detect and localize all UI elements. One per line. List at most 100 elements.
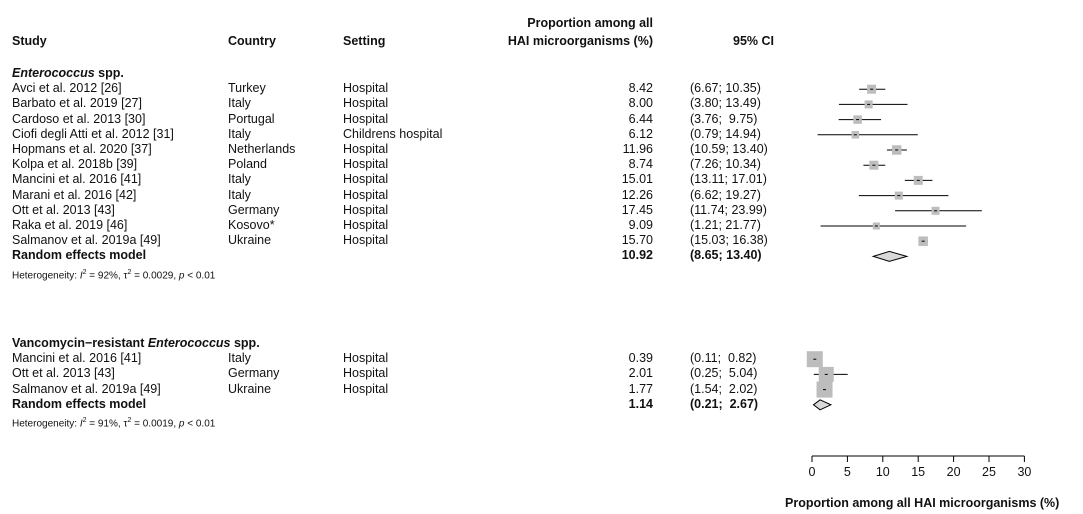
pooled-proportion: 10.92	[621, 248, 653, 263]
tau-symbol: τ	[123, 269, 128, 281]
study-ci: (1.21; 21.77)	[690, 218, 761, 232]
study-country: Kosovo*	[228, 218, 275, 232]
heterogeneity-prefix: Heterogeneity:	[12, 269, 80, 281]
study-name: Ciofi degli Atti et al. 2012 [31]	[12, 126, 174, 141]
study-country: Portugal	[228, 111, 275, 126]
tau-squared-value: = 0.0019,	[131, 418, 179, 430]
study-name: Raka et al. 2019 [46]	[12, 218, 128, 232]
study-country: Poland	[228, 157, 267, 172]
header-study: Study	[12, 34, 47, 48]
study-setting: Hospital	[343, 202, 389, 217]
study-country: Germany	[228, 202, 280, 217]
study-ci: (1.54; 2.02)	[690, 381, 758, 396]
group-title: Vancomycin−resistant Enterococcus spp.	[12, 336, 260, 351]
x-tick-label: 15	[911, 465, 926, 479]
group-title-suffix: spp.	[94, 66, 124, 80]
p-value: < 0.01	[184, 418, 216, 430]
i-squared-symbol: I	[79, 269, 83, 281]
study-name: Marani et al. 2016 [42]	[12, 187, 137, 202]
x-axis-label: Proportion among all HAI microorganisms …	[785, 496, 1060, 510]
study-name: Cardoso et al. 2013 [30]	[12, 111, 146, 126]
heterogeneity-text: Heterogeneity: I2 = 91%, τ2 = 0.0019, p …	[12, 413, 215, 431]
group-title-genus: Enterococcus	[12, 66, 95, 80]
header-setting: Setting	[343, 34, 386, 48]
study-name: Mancini et al. 2016 [41]	[12, 172, 142, 187]
study-name: Barbato et al. 2019 [27]	[12, 96, 142, 111]
study-proportion: 17.45	[621, 202, 653, 217]
study-setting: Hospital	[343, 157, 389, 172]
study-ci: (15.03; 16.38)	[690, 233, 768, 248]
study-setting: Hospital	[343, 81, 389, 96]
study-ci: (6.67; 10.35)	[690, 81, 761, 96]
pooled-label: Random effects model	[12, 396, 147, 411]
x-tick-label: 20	[946, 465, 961, 479]
study-name: Kolpa et al. 2018b [39]	[12, 157, 138, 172]
study-name: Ott et al. 2013 [43]	[12, 366, 115, 381]
study-ci: (0.25; 5.04)	[690, 366, 758, 381]
study-ci: (0.11; 0.82)	[690, 351, 757, 366]
study-name: Mancini et al. 2016 [41]	[12, 351, 142, 366]
p-value: < 0.01	[184, 269, 216, 281]
study-name: Ott et al. 2013 [43]	[12, 202, 115, 217]
study-country: Netherlands	[228, 142, 296, 156]
study-ci: (13.11; 17.01)	[690, 172, 767, 187]
study-ci: (3.76; 9.75)	[690, 111, 758, 126]
superscript-two: 2	[127, 417, 132, 424]
study-setting: Hospital	[343, 381, 389, 396]
pooled-label: Random effects model	[12, 248, 147, 263]
superscript-two: 2	[127, 268, 132, 276]
pooled-diamond	[871, 250, 909, 262]
study-proportion: 15.70	[621, 233, 653, 248]
i-squared-value: = 91%,	[86, 418, 124, 430]
study-proportion: 9.09	[628, 218, 653, 232]
study-proportion: 8.00	[628, 96, 653, 111]
study-country: Italy	[228, 351, 251, 366]
pooled-diamond	[812, 399, 833, 411]
study-ci: (3.80; 13.49)	[690, 96, 761, 111]
heterogeneity-text: Heterogeneity: I2 = 92%, τ2 = 0.0029, p …	[12, 265, 215, 283]
tau-squared-value: = 0.0029,	[131, 269, 179, 281]
study-proportion: 8.42	[628, 81, 653, 96]
pooled-ci: (8.65; 13.40)	[690, 248, 762, 263]
study-ci: (0.79; 14.94)	[690, 126, 761, 141]
study-name: Avci et al. 2012 [26]	[12, 81, 122, 96]
x-tick-label: 25	[982, 465, 996, 479]
study-setting: Hospital	[343, 233, 389, 248]
tau-symbol: τ	[123, 418, 128, 430]
header-country: Country	[228, 34, 276, 48]
study-proportion: 1.77	[628, 381, 653, 396]
p-symbol: p	[178, 269, 185, 281]
study-proportion: 6.44	[628, 111, 653, 126]
x-tick-label: 30	[1017, 465, 1032, 479]
pooled-ci: (0.21; 2.67)	[690, 396, 759, 411]
study-proportion: 15.01	[621, 172, 653, 187]
study-setting: Hospital	[343, 351, 389, 366]
study-setting: Hospital	[343, 111, 389, 126]
study-country: Italy	[228, 187, 251, 202]
study-proportion: 12.26	[621, 187, 653, 202]
study-ci: (6.62; 19.27)	[690, 187, 761, 202]
study-name: Hopmans et al. 2020 [37]	[12, 142, 152, 156]
group-title: Enterococcus spp.	[12, 66, 124, 81]
i-squared-symbol: I	[79, 418, 83, 430]
i-squared-value: = 92%,	[86, 269, 124, 281]
study-proportion: 0.39	[628, 351, 653, 366]
group-title-suffix: spp.	[230, 336, 260, 350]
study-country: Italy	[228, 126, 251, 141]
study-setting: Childrens hospital	[343, 126, 443, 141]
group-title-prefix: Vancomycin−resistant	[12, 336, 148, 350]
p-symbol: p	[178, 418, 185, 430]
header-proportion-line2: HAI microorganisms (%)	[507, 34, 653, 48]
study-ci: (11.74; 23.99)	[690, 202, 767, 217]
study-proportion: 11.96	[622, 142, 653, 156]
study-country: Ukraine	[228, 381, 272, 396]
study-proportion: 6.12	[628, 126, 653, 141]
study-country: Germany	[228, 366, 280, 381]
heterogeneity-prefix: Heterogeneity:	[12, 418, 80, 430]
group-title-genus: Enterococcus	[147, 336, 231, 350]
study-country: Italy	[228, 96, 251, 111]
header-ci: 95% CI	[733, 34, 774, 48]
study-proportion: 8.74	[628, 157, 653, 172]
header-proportion-line1: Proportion among all	[527, 16, 653, 30]
